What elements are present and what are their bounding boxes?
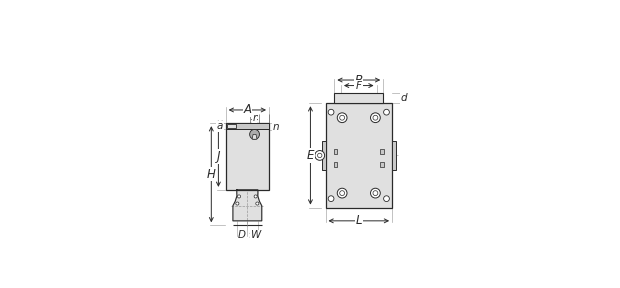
Bar bbox=[334, 93, 383, 103]
Bar bbox=[326, 103, 392, 208]
Text: a: a bbox=[217, 121, 223, 131]
Circle shape bbox=[256, 202, 259, 205]
Circle shape bbox=[340, 191, 345, 196]
Bar bbox=[228, 124, 236, 128]
Circle shape bbox=[317, 153, 322, 158]
Circle shape bbox=[371, 188, 380, 198]
Text: H: H bbox=[207, 168, 216, 181]
Circle shape bbox=[236, 202, 239, 205]
Bar bbox=[226, 123, 269, 190]
Circle shape bbox=[371, 113, 380, 123]
Circle shape bbox=[373, 191, 378, 196]
Text: W: W bbox=[251, 230, 261, 240]
Bar bbox=[392, 141, 396, 170]
Text: d: d bbox=[401, 93, 407, 103]
Circle shape bbox=[340, 115, 345, 120]
Circle shape bbox=[254, 195, 257, 198]
Text: n: n bbox=[272, 122, 279, 132]
Polygon shape bbox=[233, 190, 262, 221]
Circle shape bbox=[237, 195, 241, 198]
Circle shape bbox=[328, 196, 334, 202]
Bar bbox=[334, 149, 337, 154]
Text: L: L bbox=[355, 214, 362, 227]
Text: B: B bbox=[355, 73, 363, 86]
Circle shape bbox=[384, 109, 389, 115]
Text: F: F bbox=[356, 81, 362, 90]
Text: J: J bbox=[216, 150, 220, 163]
Circle shape bbox=[337, 188, 347, 198]
Circle shape bbox=[337, 113, 347, 123]
Bar bbox=[226, 123, 269, 129]
Circle shape bbox=[328, 109, 334, 115]
Circle shape bbox=[250, 130, 259, 139]
Circle shape bbox=[373, 115, 378, 120]
Bar bbox=[322, 141, 326, 170]
Polygon shape bbox=[252, 134, 257, 139]
Text: D: D bbox=[238, 230, 246, 240]
Text: E: E bbox=[307, 149, 314, 162]
Text: A: A bbox=[243, 103, 251, 116]
Circle shape bbox=[384, 196, 389, 202]
Bar bbox=[380, 162, 384, 167]
Bar bbox=[380, 149, 384, 154]
Bar bbox=[334, 162, 337, 167]
Text: r: r bbox=[252, 113, 257, 123]
Circle shape bbox=[315, 151, 325, 160]
